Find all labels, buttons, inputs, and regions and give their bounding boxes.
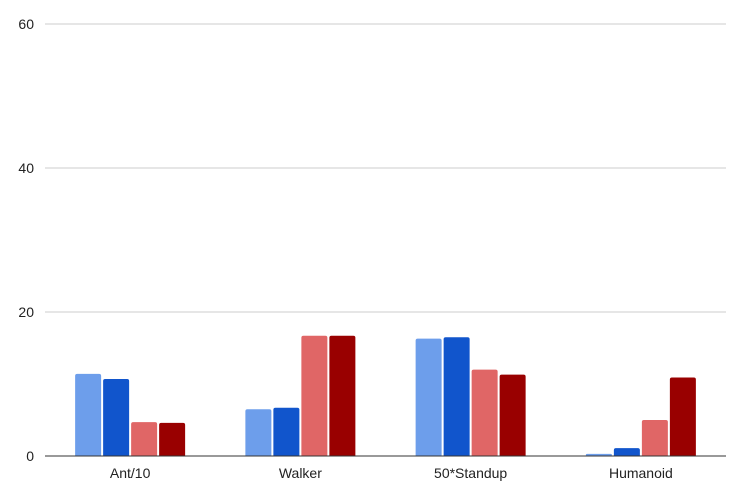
y-tick-label: 60 bbox=[18, 16, 34, 32]
bar-humanoid-series-1 bbox=[585, 453, 612, 456]
bar-50-standup-series-1 bbox=[415, 338, 442, 456]
bar-walker-series-1 bbox=[245, 409, 272, 456]
bar-ant-10-series-3 bbox=[131, 422, 158, 456]
x-category-label: Ant/10 bbox=[110, 465, 151, 481]
bar-humanoid-series-4 bbox=[669, 377, 696, 456]
bars bbox=[75, 335, 696, 456]
x-category-label: Humanoid bbox=[609, 465, 673, 481]
bar-humanoid-series-2 bbox=[613, 448, 640, 456]
bar-ant-10-series-2 bbox=[103, 378, 130, 456]
y-axis-tick-labels: 0 20 40 60 bbox=[18, 16, 34, 464]
bar-walker-series-2 bbox=[273, 407, 300, 456]
bar-ant-10-series-4 bbox=[159, 422, 186, 456]
y-tick-label: 40 bbox=[18, 160, 34, 176]
bar-50-standup-series-2 bbox=[443, 337, 470, 456]
bar-humanoid-series-3 bbox=[641, 420, 668, 456]
gridlines bbox=[45, 23, 726, 313]
bar-walker-series-3 bbox=[301, 335, 328, 456]
x-category-label: Walker bbox=[279, 465, 322, 481]
x-axis-category-labels: Ant/10 Walker 50*Standup Humanoid bbox=[110, 465, 673, 481]
y-tick-label: 0 bbox=[26, 448, 34, 464]
x-category-label: 50*Standup bbox=[434, 465, 507, 481]
y-tick-label: 20 bbox=[18, 304, 34, 320]
bar-walker-series-4 bbox=[329, 335, 356, 456]
bar-ant-10-series-1 bbox=[75, 373, 102, 456]
bar-50-standup-series-4 bbox=[499, 374, 526, 456]
bar-50-standup-series-3 bbox=[471, 369, 498, 456]
